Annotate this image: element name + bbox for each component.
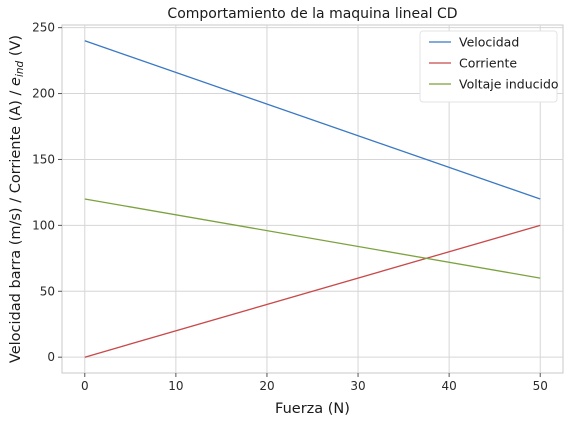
- grid: [62, 25, 563, 373]
- y-tick-label: 50: [40, 284, 55, 298]
- ticks: 0 10 20 30 40 50 0 50 100 150 200 250: [32, 21, 548, 393]
- y-axis-title-symbol: e: [8, 77, 24, 86]
- x-axis-title: Fuerza (N): [275, 401, 350, 417]
- x-tick-label: 30: [350, 379, 365, 393]
- legend-box: [419, 30, 558, 103]
- y-tick-label: 0: [47, 350, 55, 364]
- y-axis-title-subscript: ind: [14, 60, 26, 77]
- x-tick-label: 40: [441, 379, 456, 393]
- legend-label-2: Corriente: [459, 56, 517, 71]
- x-tick-label: 0: [81, 379, 89, 393]
- y-axis-title-suffix: (V): [8, 35, 24, 61]
- series-line-1: [84, 40, 541, 200]
- y-tick-label: 250: [32, 21, 55, 35]
- y-axis-title: Velocidad barra (m/s) / Corriente (A) / …: [8, 35, 26, 363]
- chart-title: Comportamiento de la maquina lineal CD: [167, 6, 457, 22]
- y-tick-label: 150: [32, 152, 55, 166]
- y-axis-title-prefix: Velocidad barra (m/s) / Corriente (A) /: [8, 86, 24, 363]
- y-tick-label: 200: [32, 87, 55, 101]
- x-tick-label: 50: [533, 379, 548, 393]
- series-line-3: [84, 198, 541, 279]
- legend-label-1: Velocidad: [459, 35, 519, 50]
- legend-label-3: Voltaje inducido: [459, 77, 559, 92]
- series-group: [84, 40, 541, 358]
- x-tick-label: 10: [168, 379, 183, 393]
- y-tick-label: 100: [32, 218, 55, 232]
- legend: Velocidad Corriente Voltaje inducido: [419, 30, 559, 103]
- series-line-2: [84, 224, 541, 358]
- x-tick-label: 20: [259, 379, 274, 393]
